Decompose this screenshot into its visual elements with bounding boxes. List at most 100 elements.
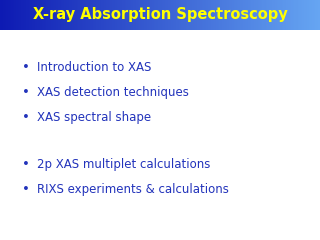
Bar <box>126 0 128 30</box>
Bar <box>75 0 77 30</box>
Bar <box>250 0 251 30</box>
Bar <box>272 0 274 30</box>
Bar <box>149 0 150 30</box>
Bar <box>155 0 157 30</box>
Bar <box>290 0 291 30</box>
Bar <box>123 0 125 30</box>
Bar <box>38 0 40 30</box>
Bar <box>32 0 34 30</box>
Bar <box>136 0 138 30</box>
Bar <box>298 0 299 30</box>
Bar <box>210 0 211 30</box>
Bar <box>266 0 267 30</box>
Bar <box>275 0 277 30</box>
Bar <box>221 0 222 30</box>
Bar <box>194 0 195 30</box>
Bar <box>22 0 24 30</box>
Bar <box>214 0 216 30</box>
Bar <box>267 0 269 30</box>
Bar <box>269 0 270 30</box>
Bar <box>262 0 264 30</box>
Bar <box>154 0 155 30</box>
Bar <box>64 0 66 30</box>
Bar <box>211 0 213 30</box>
Bar <box>128 0 130 30</box>
Bar <box>91 0 93 30</box>
Bar <box>317 0 318 30</box>
Bar <box>24 0 26 30</box>
Bar <box>142 0 144 30</box>
Bar <box>62 0 64 30</box>
Bar <box>45 0 46 30</box>
Bar <box>258 0 259 30</box>
Bar <box>50 0 51 30</box>
Bar <box>37 0 38 30</box>
Bar <box>314 0 315 30</box>
Bar <box>53 0 54 30</box>
Bar <box>242 0 243 30</box>
Bar <box>226 0 227 30</box>
Bar <box>27 0 29 30</box>
Bar <box>307 0 309 30</box>
Bar <box>122 0 123 30</box>
Bar <box>141 0 142 30</box>
Bar <box>102 0 104 30</box>
Bar <box>312 0 314 30</box>
Bar <box>11 0 13 30</box>
Bar <box>69 0 70 30</box>
Bar <box>165 0 166 30</box>
Bar <box>160 0 162 30</box>
Bar <box>131 0 133 30</box>
Bar <box>286 0 288 30</box>
Bar <box>234 0 235 30</box>
Bar <box>243 0 245 30</box>
Bar <box>206 0 208 30</box>
Bar <box>72 0 74 30</box>
Bar <box>99 0 101 30</box>
Bar <box>115 0 117 30</box>
Text: •: • <box>22 183 30 196</box>
Bar <box>200 0 202 30</box>
Bar <box>29 0 30 30</box>
Bar <box>150 0 152 30</box>
Bar <box>278 0 280 30</box>
Bar <box>144 0 146 30</box>
Bar <box>54 0 56 30</box>
Bar <box>2 0 3 30</box>
Bar <box>125 0 126 30</box>
Bar <box>302 0 304 30</box>
Bar <box>90 0 91 30</box>
Bar <box>163 0 165 30</box>
Bar <box>304 0 306 30</box>
Bar <box>70 0 72 30</box>
Bar <box>168 0 170 30</box>
Bar <box>170 0 171 30</box>
Bar <box>232 0 234 30</box>
Bar <box>296 0 298 30</box>
Bar <box>48 0 50 30</box>
Bar <box>58 0 59 30</box>
Bar <box>280 0 282 30</box>
Bar <box>256 0 258 30</box>
Text: XAS detection techniques: XAS detection techniques <box>37 86 189 99</box>
Bar <box>8 0 10 30</box>
Bar <box>291 0 293 30</box>
Bar <box>117 0 118 30</box>
Bar <box>43 0 45 30</box>
Bar <box>93 0 94 30</box>
Bar <box>190 0 192 30</box>
Bar <box>283 0 285 30</box>
Bar <box>77 0 78 30</box>
Bar <box>106 0 107 30</box>
Bar <box>270 0 272 30</box>
Bar <box>88 0 90 30</box>
Bar <box>293 0 294 30</box>
Bar <box>184 0 186 30</box>
Bar <box>197 0 198 30</box>
Bar <box>26 0 27 30</box>
Bar <box>138 0 139 30</box>
Bar <box>181 0 182 30</box>
Bar <box>222 0 224 30</box>
Bar <box>66 0 67 30</box>
Bar <box>248 0 250 30</box>
